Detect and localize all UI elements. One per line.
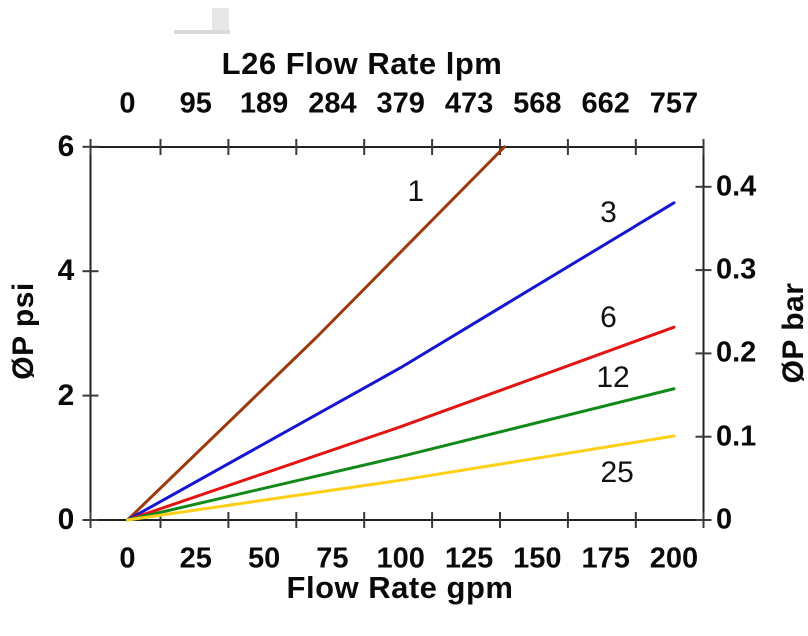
bottom-axis-tick-label: 175 [581, 542, 630, 575]
right-axis-tick-label: 0.4 [716, 170, 757, 203]
top-axis-tick-label: 662 [581, 87, 630, 120]
plot-frame [89, 146, 705, 521]
curve-1-micron [126, 145, 507, 522]
curve-6-micron [126, 325, 676, 522]
bottom-axis-tick-label: 25 [179, 542, 212, 575]
curve-label-12-micron: 12 [596, 361, 630, 395]
right-axis-tick-label: 0.1 [716, 420, 757, 453]
left-axis-tick-label: 6 [57, 129, 75, 163]
right-axis-title: ØP bar [777, 282, 808, 384]
curve-label-1-micron: 1 [407, 175, 425, 209]
curve-label-3-micron: 3 [600, 196, 617, 230]
left-axis-title: ØP psi [7, 282, 40, 380]
top-axis-tick-label: 0 [119, 87, 136, 120]
bottom-axis-tick-label: 75 [316, 542, 349, 575]
left-axis-tick-label: 0 [57, 503, 75, 536]
right-axis-tick-label: 0 [716, 503, 733, 536]
bottom-axis-tick-label: 0 [119, 542, 136, 575]
curve-label-25-micron: 25 [600, 456, 634, 490]
right-axis-tick-label: 0.3 [716, 253, 757, 286]
chart-title: L26 Flow Rate lpm [221, 46, 503, 81]
bottom-axis-tick-label: 100 [376, 542, 425, 575]
bottom-axis-tick-label: 125 [444, 542, 494, 575]
top-axis-tick-label: 95 [179, 87, 212, 120]
left-axis-tick-label: 4 [57, 254, 75, 288]
top-axis-tick-label: 757 [649, 87, 699, 120]
top-axis-tick-label: 473 [444, 87, 494, 120]
left-axis-tick-label: 2 [57, 378, 75, 412]
top-axis-tick-label: 568 [513, 87, 562, 120]
curve-label-6-micron: 6 [600, 300, 617, 334]
curve-25-micron [126, 434, 676, 522]
top-axis-tick-label: 189 [239, 87, 289, 120]
top-axis-tick-label: 284 [308, 87, 357, 120]
bottom-axis-tick-label: 150 [513, 542, 562, 575]
top-axis-tick-label: 379 [376, 87, 425, 120]
curve-3-micron [126, 201, 676, 522]
curve-12-micron [126, 387, 676, 522]
right-axis-tick-label: 0.2 [716, 336, 757, 369]
bottom-axis-tick-label: 50 [247, 542, 281, 575]
bottom-axis-title: Flow Rate gpm [286, 570, 514, 605]
bottom-axis-tick-label: 200 [649, 542, 699, 575]
